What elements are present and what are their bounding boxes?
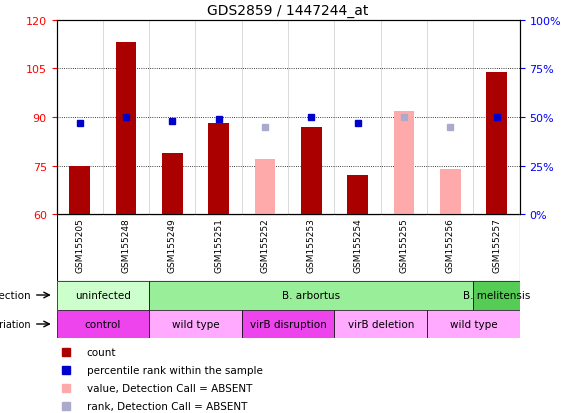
Bar xyxy=(162,153,182,215)
Text: GSM155254: GSM155254 xyxy=(353,218,362,273)
Text: control: control xyxy=(85,319,121,329)
Text: virB disruption: virB disruption xyxy=(250,319,327,329)
Text: GSM155248: GSM155248 xyxy=(121,218,131,273)
Text: B. melitensis: B. melitensis xyxy=(463,290,531,300)
Bar xyxy=(208,124,229,215)
Text: count: count xyxy=(86,347,116,357)
Title: GDS2859 / 1447244_at: GDS2859 / 1447244_at xyxy=(207,4,369,18)
Text: infection: infection xyxy=(0,290,31,300)
Text: genotype/variation: genotype/variation xyxy=(0,319,31,329)
Text: wild type: wild type xyxy=(450,319,497,329)
Bar xyxy=(56,281,149,310)
Text: GSM155253: GSM155253 xyxy=(307,218,316,273)
Bar xyxy=(440,169,460,215)
Bar xyxy=(394,111,414,215)
Bar xyxy=(242,310,334,339)
Text: value, Detection Call = ABSENT: value, Detection Call = ABSENT xyxy=(86,383,252,393)
Text: wild type: wild type xyxy=(172,319,219,329)
Text: GSM155205: GSM155205 xyxy=(75,218,84,273)
Text: B. arbortus: B. arbortus xyxy=(282,290,340,300)
Text: percentile rank within the sample: percentile rank within the sample xyxy=(86,365,263,375)
Bar xyxy=(347,176,368,215)
Text: GSM155256: GSM155256 xyxy=(446,218,455,273)
Text: uninfected: uninfected xyxy=(75,290,131,300)
Text: GSM155251: GSM155251 xyxy=(214,218,223,273)
Bar xyxy=(301,127,321,215)
Bar xyxy=(149,310,242,339)
Text: virB deletion: virB deletion xyxy=(347,319,414,329)
Bar xyxy=(69,166,90,215)
Bar xyxy=(149,281,473,310)
Bar xyxy=(334,310,427,339)
Bar xyxy=(56,310,149,339)
Text: rank, Detection Call = ABSENT: rank, Detection Call = ABSENT xyxy=(86,401,247,411)
Bar xyxy=(116,43,136,215)
Text: GSM155249: GSM155249 xyxy=(168,218,177,273)
Text: GSM155257: GSM155257 xyxy=(492,218,501,273)
Bar xyxy=(427,310,520,339)
Bar xyxy=(473,281,520,310)
Bar xyxy=(486,72,507,215)
Text: GSM155255: GSM155255 xyxy=(399,218,408,273)
Text: GSM155252: GSM155252 xyxy=(260,218,270,273)
Bar xyxy=(255,160,275,215)
